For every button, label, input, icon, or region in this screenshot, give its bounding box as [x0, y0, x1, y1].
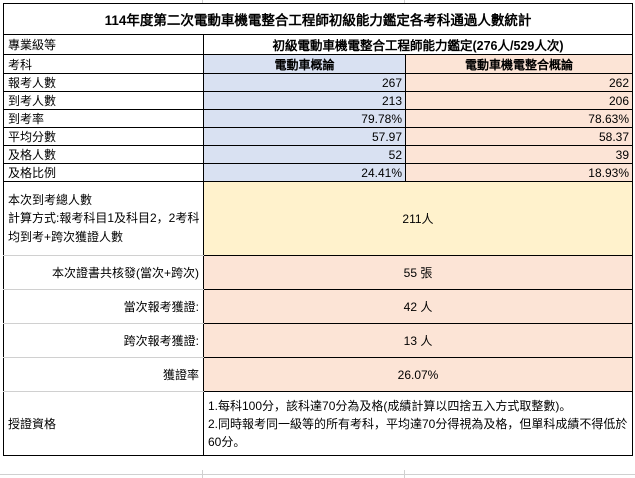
stat-value-col2: 18.93%	[405, 163, 633, 182]
gridline-stub-bottom-left	[202, 470, 203, 478]
stat-label: 到考率	[3, 109, 204, 128]
table-title: 114年度第二次電動車機電整合工程師初級能力鑑定各考科通過人數統計	[3, 3, 633, 35]
criteria-row: 授證資格 1.每科100分，該科達70分為及格(成績計算以四捨五入方式取整數)。…	[3, 391, 633, 456]
level-label: 專業級等	[3, 34, 204, 55]
summary-label: 當次報考獲證:	[3, 289, 204, 324]
stats-row-average-score: 平均分數 57.97 58.37	[3, 127, 633, 146]
level-row: 專業級等 初級電動車機電整合工程師能力鑑定(276人/529人次)	[3, 34, 633, 55]
stat-label: 及格比例	[3, 163, 204, 182]
stat-value-col1: 213	[203, 91, 406, 110]
stats-row-pass-count: 及格人數 52 39	[3, 145, 633, 164]
exam-stats-table: 114年度第二次電動車機電整合工程師初級能力鑑定各考科通過人數統計 專業級等 初…	[3, 3, 633, 456]
gridline-bottom	[0, 474, 635, 475]
summary-value: 55 張	[203, 255, 633, 290]
stat-label: 及格人數	[3, 145, 204, 164]
summary-value: 13 人	[203, 323, 633, 358]
stats-row-applicants: 報考人數 267 262	[3, 73, 633, 92]
subject-col1-header: 電動車概論	[203, 54, 406, 74]
summary-label: 本次到考總人數 計算方式:報考科目1及科目2，2考科均到考+跨次獲證人數	[3, 181, 204, 256]
level-value: 初級電動車機電整合工程師能力鑑定(276人/529人次)	[203, 34, 633, 55]
stat-value-col1: 24.41%	[203, 163, 406, 182]
stat-label: 報考人數	[3, 73, 204, 92]
summary-label: 跨次報考獲證:	[3, 323, 204, 358]
stat-label: 平均分數	[3, 127, 204, 146]
stat-value-col1: 57.97	[203, 127, 406, 146]
summary-row-certificates-issued: 本次證書共核發(當次+跨次) 55 張	[3, 255, 633, 290]
summary-row-certification-rate: 獲證率 26.07%	[3, 357, 633, 392]
title-row: 114年度第二次電動車機電整合工程師初級能力鑑定各考科通過人數統計	[3, 3, 633, 35]
gridline-stub-top-right	[404, 0, 405, 3]
stat-value-col2: 39	[405, 145, 633, 164]
summary-value: 26.07%	[203, 357, 633, 392]
stat-value-col2: 58.37	[405, 127, 633, 146]
stat-value-col1: 79.78%	[203, 109, 406, 128]
stat-value-col2: 206	[405, 91, 633, 110]
subject-header-label: 考科	[3, 54, 204, 74]
stat-value-col1: 267	[203, 73, 406, 92]
criteria-text: 1.每科100分，該科達70分為及格(成績計算以四捨五入方式取整數)。 2.同時…	[203, 391, 633, 456]
stats-row-pass-ratio: 及格比例 24.41% 18.93%	[3, 163, 633, 182]
summary-row-cross-session-certified: 跨次報考獲證: 13 人	[3, 323, 633, 358]
stat-value-col2: 78.63%	[405, 109, 633, 128]
stat-value-col2: 262	[405, 73, 633, 92]
summary-row-total-attendees: 本次到考總人數 計算方式:報考科目1及科目2，2考科均到考+跨次獲證人數 211…	[3, 181, 633, 256]
summary-label: 本次證書共核發(當次+跨次)	[3, 255, 204, 290]
summary-value: 211人	[203, 181, 633, 256]
stat-value-col1: 52	[203, 145, 406, 164]
summary-label: 獲證率	[3, 357, 204, 392]
subject-header-row: 考科 電動車概論 電動車機電整合概論	[3, 54, 633, 74]
summary-value: 42 人	[203, 289, 633, 324]
subject-col2-header: 電動車機電整合概論	[405, 54, 633, 74]
criteria-label: 授證資格	[3, 391, 204, 456]
stats-row-attendees: 到考人數 213 206	[3, 91, 633, 110]
gridline-stub-top-left	[202, 0, 203, 3]
summary-row-current-session-certified: 當次報考獲證: 42 人	[3, 289, 633, 324]
stats-row-attendance-rate: 到考率 79.78% 78.63%	[3, 109, 633, 128]
stat-label: 到考人數	[3, 91, 204, 110]
gridline-stub-bottom-right	[404, 470, 405, 478]
